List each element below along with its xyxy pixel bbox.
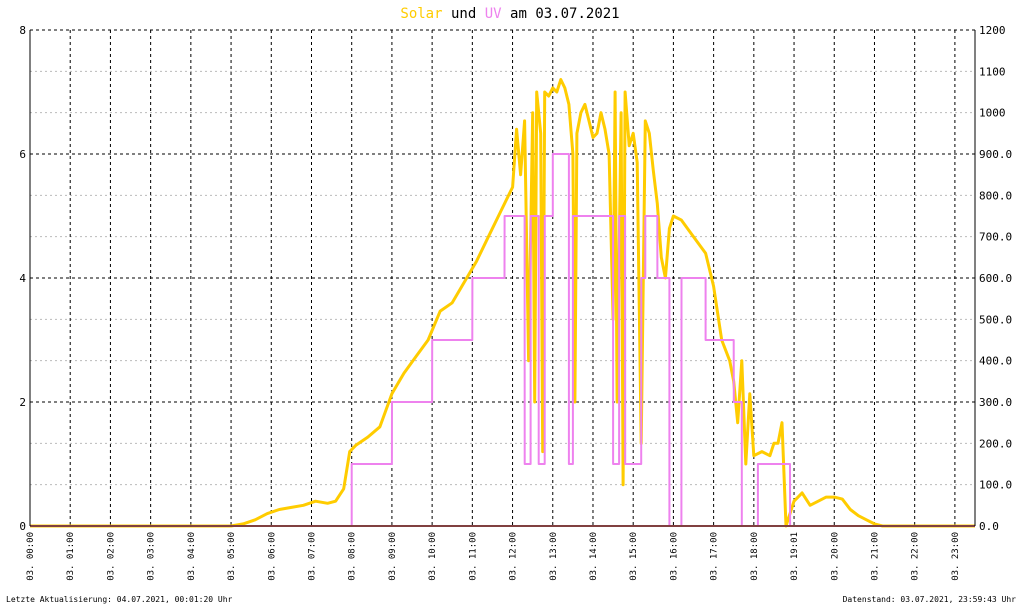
y-right-tick-label: 600.0: [979, 272, 1012, 285]
y-left-tick-label: 4: [19, 272, 26, 285]
x-tick-label: 03. 06:00: [267, 532, 277, 581]
y-right-tick-label: 0.0: [979, 520, 999, 533]
title-uv: UV: [485, 6, 502, 22]
y-right-tick-label: 800.0: [979, 189, 1012, 202]
title-solar: Solar: [400, 6, 442, 22]
x-tick-label: 03. 02:00: [106, 532, 116, 581]
x-tick-label: 03. 13:00: [549, 532, 559, 581]
x-tick-label: 03. 18:00: [750, 532, 760, 581]
y-left-tick-label: 6: [19, 148, 26, 161]
x-tick-label: 03. 09:00: [388, 532, 398, 581]
y-right-tick-label: 100.0: [979, 479, 1012, 492]
x-tick-label: 03. 01:00: [66, 532, 76, 581]
y-right-tick-label: 700.0: [979, 231, 1012, 244]
footer-data-status: Datenstand: 03.07.2021, 23:59:43 Uhr: [843, 595, 1017, 604]
chart-title: Solar und UV am 03.07.2021: [400, 6, 619, 22]
uv-series-line: [30, 153, 975, 527]
x-tick-label: 03. 23:00: [951, 532, 961, 581]
y-right-tick-label: 500.0: [979, 313, 1012, 326]
y-right-tick-label: 1100: [979, 65, 1006, 78]
x-tick-label: 03. 14:00: [589, 532, 599, 581]
x-tick-label: 03. 08:00: [348, 532, 358, 581]
y-right-tick-label: 400.0: [979, 355, 1012, 368]
x-tick-label: 03. 22:00: [911, 532, 921, 581]
x-tick-label: 03. 03:00: [147, 532, 157, 581]
x-tick-label: 03. 11:00: [468, 532, 478, 581]
title-am: am: [510, 6, 527, 22]
x-tick-label: 03. 15:00: [629, 532, 639, 581]
x-tick-label: 03. 12:00: [509, 532, 519, 581]
x-tick-label: 03. 05:00: [227, 532, 237, 581]
series-layer: [30, 78, 975, 528]
x-tick-label: 03. 21:00: [870, 532, 880, 581]
x-tick-label: 03. 19:01: [790, 532, 800, 581]
x-tick-label: 03. 16:00: [669, 532, 679, 581]
x-tick-label: 03. 10:00: [428, 532, 438, 581]
x-tick-label: 03. 20:00: [830, 532, 840, 581]
y-left-tick-label: 8: [19, 24, 26, 37]
x-tick-label: 03. 07:00: [307, 532, 317, 581]
title-und: und: [451, 6, 476, 22]
title-date: 03.07.2021: [535, 6, 619, 22]
x-tick-label: 03. 00:00: [26, 532, 36, 581]
y-left-tick-label: 0: [19, 520, 26, 533]
y-right-tick-label: 200.0: [979, 437, 1012, 450]
y-right-tick-label: 300.0: [979, 396, 1012, 409]
solar-series-line: [30, 78, 975, 528]
x-tick-label: 03. 04:00: [187, 532, 197, 581]
y-right-tick-label: 900.0: [979, 148, 1012, 161]
axis-layer: 0 2 4 6 8 03. 00:00 03. 01:00 03. 02:00 03. 03:0…: [19, 24, 1012, 581]
x-tick-label: 03. 17:00: [710, 532, 720, 581]
y-right-tick-label: 1200: [979, 24, 1006, 37]
y-right-tick-label: 1000: [979, 107, 1006, 120]
footer-last-update: Letzte Aktualisierung: 04.07.2021, 00:01…: [6, 595, 233, 604]
y-left-tick-label: 2: [19, 396, 26, 409]
